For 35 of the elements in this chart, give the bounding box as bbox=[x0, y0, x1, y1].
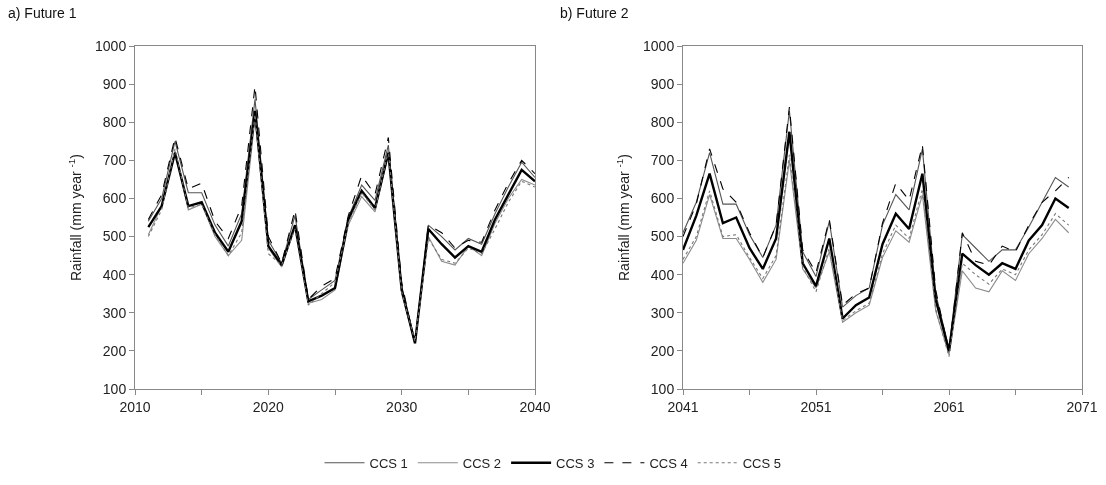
y-tick-label: 1000 bbox=[643, 37, 675, 54]
legend-label: CCS 4 bbox=[649, 455, 688, 471]
y-tick-label: 100 bbox=[102, 380, 127, 397]
y-tick-label: 700 bbox=[102, 152, 127, 169]
x-tick-label: 2010 bbox=[119, 398, 151, 415]
x-tick-label: 2041 bbox=[667, 398, 699, 415]
legend-label: CCS 3 bbox=[556, 455, 595, 471]
x-tick-label: 2051 bbox=[800, 398, 832, 415]
y-tick-label: 800 bbox=[102, 114, 127, 131]
y-tick-label: 1000 bbox=[95, 37, 127, 54]
x-tick-label: 2020 bbox=[252, 398, 285, 415]
y-tick-label: 300 bbox=[650, 304, 675, 321]
x-tick-label: 2071 bbox=[1066, 398, 1098, 415]
y-tick-label: 100 bbox=[650, 380, 675, 397]
y-tick-label: 500 bbox=[650, 228, 675, 245]
x-tick-label: 2061 bbox=[933, 398, 965, 415]
y-tick-label: 300 bbox=[102, 304, 127, 321]
x-tick-label: 2040 bbox=[519, 398, 551, 415]
legend-label: CCS 1 bbox=[369, 455, 408, 471]
chart-title: a) Future 1 bbox=[8, 4, 77, 21]
y-tick-label: 900 bbox=[102, 76, 127, 93]
y-tick-label: 400 bbox=[650, 266, 675, 283]
y-tick-label: 800 bbox=[650, 114, 675, 131]
y-tick-label: 900 bbox=[650, 76, 675, 93]
x-tick-label: 2030 bbox=[386, 398, 418, 415]
y-tick-label: 700 bbox=[650, 152, 675, 169]
y-tick-label: 600 bbox=[650, 190, 675, 207]
y-tick-label: 200 bbox=[650, 342, 675, 359]
y-tick-label: 600 bbox=[102, 190, 127, 207]
legend-label: CCS 2 bbox=[462, 455, 502, 471]
chart-title: b) Future 2 bbox=[560, 4, 629, 21]
y-tick-label: 200 bbox=[102, 342, 127, 359]
y-tick-label: 400 bbox=[102, 266, 127, 283]
legend-label: CCS 5 bbox=[742, 455, 781, 471]
y-tick-label: 500 bbox=[102, 228, 127, 245]
